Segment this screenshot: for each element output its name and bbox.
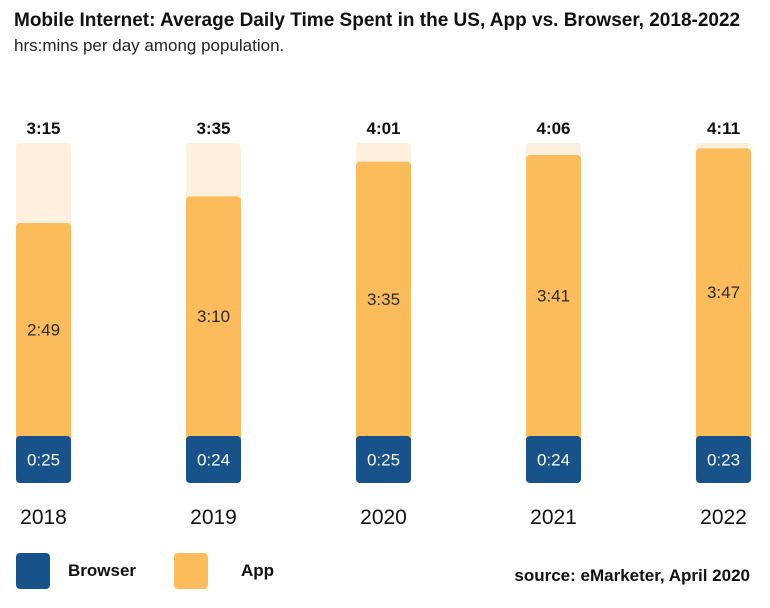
app-value-label: 3:41 bbox=[537, 287, 570, 306]
app-value-label: 3:47 bbox=[707, 283, 740, 302]
x-tick-label: 2019 bbox=[190, 506, 237, 529]
bar-app bbox=[16, 223, 71, 483]
app-value-label: 3:35 bbox=[367, 290, 400, 309]
bar-browser bbox=[356, 436, 411, 483]
browser-value-label: 0:24 bbox=[537, 451, 570, 470]
x-tick-label: 2018 bbox=[20, 506, 67, 529]
total-label: 3:35 bbox=[196, 119, 230, 138]
bar-browser bbox=[696, 436, 751, 483]
total-label: 4:11 bbox=[707, 119, 740, 138]
total-label: 4:06 bbox=[536, 119, 570, 138]
x-tick-label: 2020 bbox=[360, 506, 407, 529]
bar-app bbox=[696, 148, 751, 484]
bar-browser bbox=[186, 436, 241, 483]
legend-label-app: App bbox=[241, 561, 275, 580]
total-label: 3:15 bbox=[26, 119, 60, 138]
legend-label-browser: Browser bbox=[68, 561, 137, 580]
chart-title: Mobile Internet: Average Daily Time Spen… bbox=[14, 10, 741, 31]
legend-item-app: App bbox=[174, 551, 274, 591]
browser-value-label: 0:23 bbox=[707, 451, 740, 470]
bar-app bbox=[526, 155, 581, 483]
bar-chart: 3:15 2:49 0:25 2018 3:35 3:10 0:24 2019 4:01 3:35… bbox=[16, 119, 751, 529]
legend-swatch-app bbox=[174, 553, 208, 589]
source-note: source: eMarketer, April 2020 bbox=[514, 566, 750, 585]
app-value-label: 3:10 bbox=[197, 307, 230, 326]
bar-browser bbox=[526, 436, 581, 483]
bar-browser bbox=[16, 436, 71, 483]
app-value-label: 2:49 bbox=[27, 321, 60, 340]
x-tick-label: 2022 bbox=[700, 506, 747, 529]
legend-item-browser: Browser bbox=[16, 551, 136, 591]
browser-value-label: 0:25 bbox=[27, 451, 60, 470]
legend-swatch-browser bbox=[16, 553, 50, 589]
bar-app bbox=[186, 196, 241, 484]
browser-value-label: 0:24 bbox=[197, 451, 230, 470]
browser-value-label: 0:25 bbox=[367, 451, 400, 470]
total-label: 4:01 bbox=[366, 119, 400, 138]
bar-app bbox=[356, 161, 411, 483]
x-tick-label: 2021 bbox=[530, 506, 577, 529]
chart-subtitle: hrs:mins per day among population. bbox=[14, 36, 285, 55]
